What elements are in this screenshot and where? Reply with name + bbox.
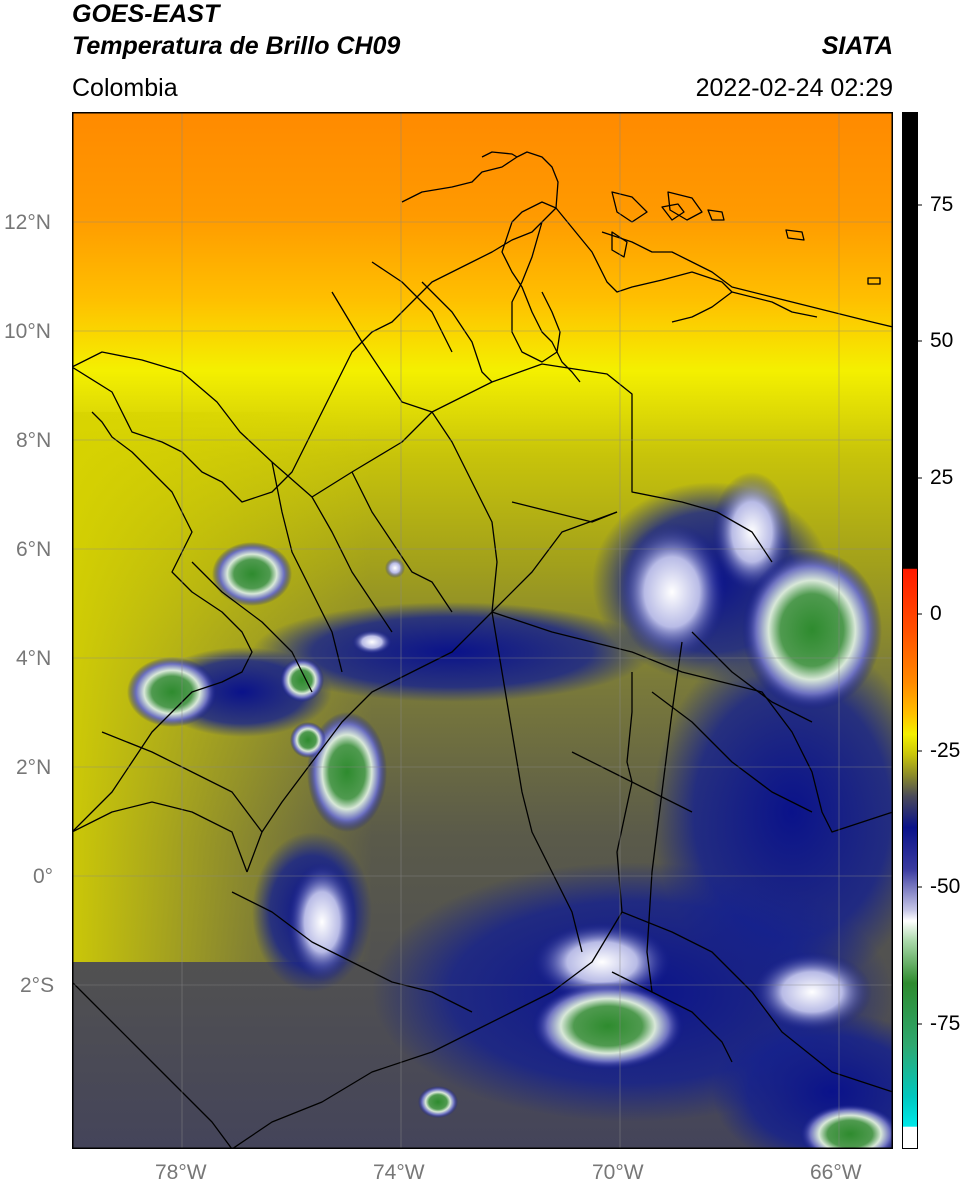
lon-tick-70W: 70°W: [592, 1161, 644, 1184]
lat-tick-2S: 2°S: [20, 974, 55, 997]
lat-tick-12N: 12°N: [4, 211, 51, 234]
lat-tick-10N: 10°N: [4, 320, 51, 343]
colorbar-tick-25: 25: [930, 466, 954, 489]
map-frame: [72, 112, 893, 1149]
lat-tick-2N: 2°N: [16, 756, 52, 779]
coastlines: [72, 151, 893, 1149]
temperature-colorbar: [902, 112, 922, 1149]
gridlines: [72, 112, 893, 1149]
title-region: Colombia: [72, 74, 178, 102]
title-datetime: 2022-02-24 02:29: [695, 74, 893, 102]
lat-tick-8N: 8°N: [16, 429, 52, 452]
lon-tick-66W: 66°W: [810, 1161, 862, 1184]
lon-tick-78W: 78°W: [155, 1161, 207, 1184]
brightness-temperature-map: [72, 112, 893, 1149]
lat-tick-6N: 6°N: [16, 538, 52, 561]
colorbar-tick-75: 75: [930, 193, 954, 216]
lon-tick-74W: 74°W: [373, 1161, 425, 1184]
country-borders: [72, 261, 893, 1149]
lat-tick-4N: 4°N: [16, 647, 52, 670]
title-org: SIATA: [821, 32, 893, 60]
colorbar-tick-neg25: -25: [930, 739, 961, 762]
colorbar-tick-50: 50: [930, 329, 954, 352]
colorbar-tick-neg75: -75: [930, 1012, 961, 1035]
lat-tick-0: 0°: [33, 865, 54, 888]
colorbar-tick-neg50: -50: [930, 875, 961, 898]
title-satellite: GOES-EAST: [72, 0, 220, 28]
title-product: Temperatura de Brillo CH09: [72, 32, 401, 60]
colorbar-tick-0: 0: [930, 602, 942, 625]
